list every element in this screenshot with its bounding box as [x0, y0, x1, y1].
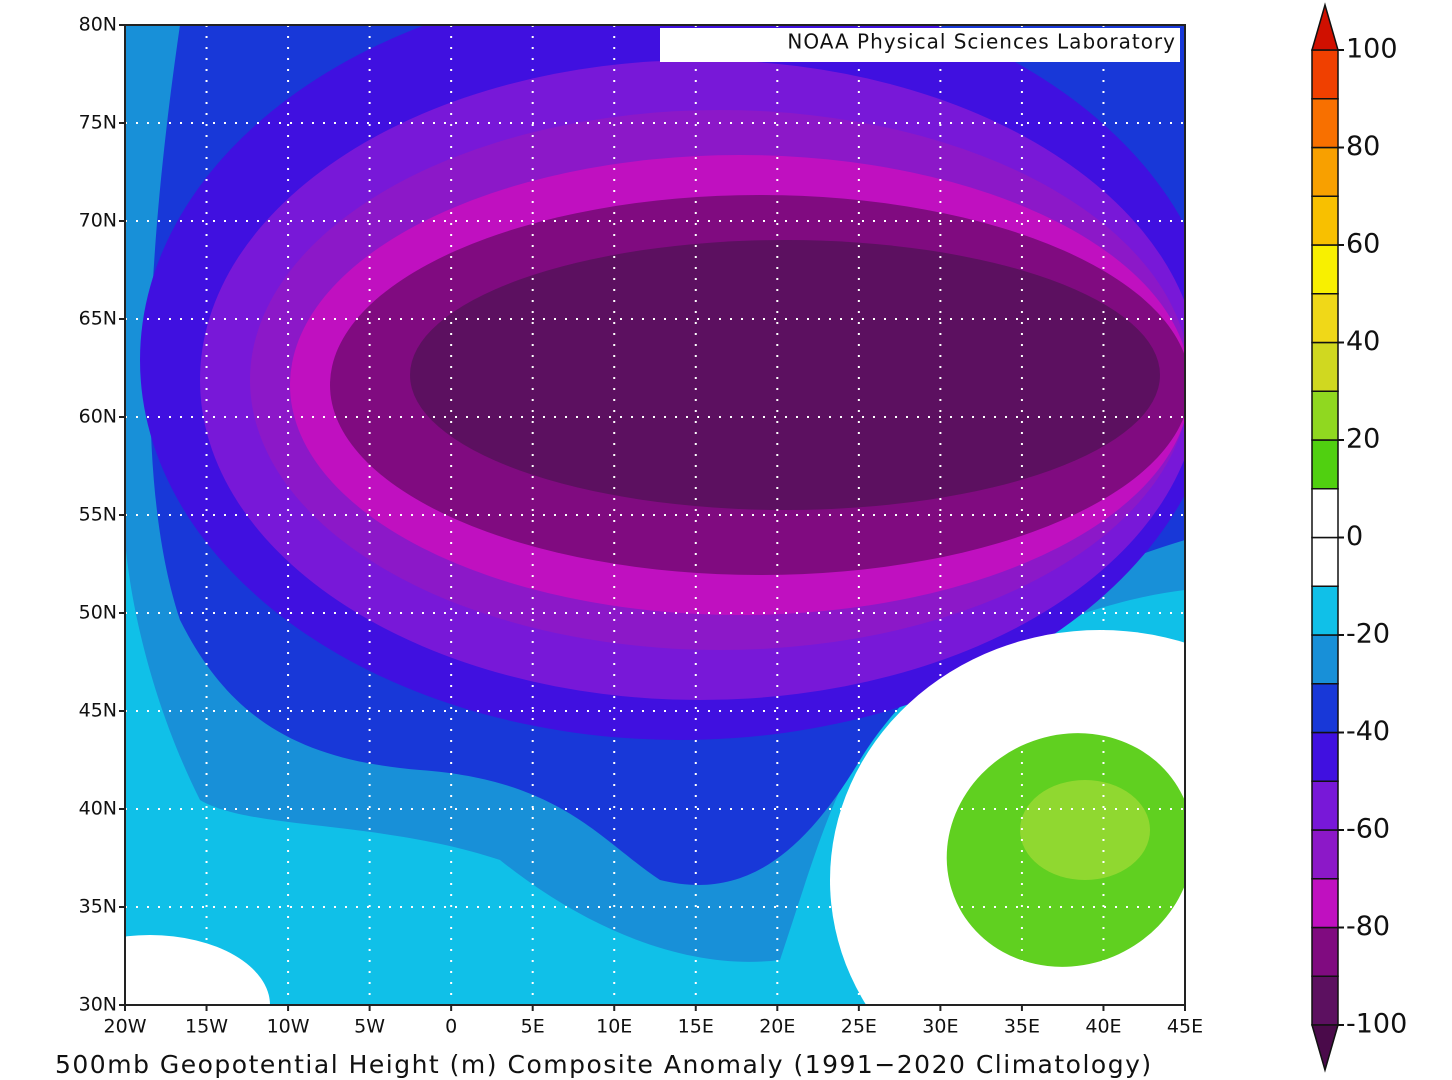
colorbar-band [1311, 244, 1339, 295]
lon-tick-label: 30E [922, 1016, 958, 1038]
lon-tick-label: 15W [185, 1016, 228, 1038]
plot-frame [124, 24, 1186, 1006]
colorbar-band [1311, 683, 1339, 734]
colorbar-band [1311, 536, 1339, 587]
contour-fill [125, 935, 270, 1005]
lat-tick-label: 75N [79, 112, 117, 134]
credit-box [660, 28, 1180, 62]
colorbar-band [1311, 293, 1339, 344]
colorbar-band [1311, 390, 1339, 441]
colorbar-label: -80 [1346, 911, 1390, 942]
colorbar-band [1311, 341, 1339, 392]
colorbar-label: 60 [1346, 229, 1380, 260]
lon-tick-label: 45E [1167, 1016, 1203, 1038]
lat-tick-label: 30N [79, 994, 117, 1016]
colorbar: -100 -80 -60 -40 -20 0 20 40 60 80 100 [1311, 2, 1407, 1073]
lat-tick-label: 50N [79, 602, 117, 624]
colorbar-band [1311, 926, 1339, 977]
colorbar-band [1311, 878, 1339, 929]
credit: NOAA Physical Sciences Laboratory [787, 30, 1176, 54]
colorbar-band [1311, 585, 1339, 636]
colorbar-over [1311, 2, 1339, 51]
colorbar-label: 80 [1346, 131, 1380, 162]
colorbar-band [1311, 439, 1339, 490]
colorbar-band [1311, 731, 1339, 782]
colorbar-band [1311, 829, 1339, 880]
lat-tick-label: 40N [79, 798, 117, 820]
anomaly-field [125, 25, 1185, 1005]
colorbar-label: 40 [1346, 326, 1380, 357]
lon-tick-label: 15E [678, 1016, 714, 1038]
caption: 500mb Geopotential Height (m) Composite … [55, 1050, 1153, 1079]
lat-tick-label: 35N [79, 896, 117, 918]
colorbar-label: -60 [1346, 814, 1390, 845]
colorbar-band [1311, 98, 1339, 149]
colorbar-band [1311, 146, 1339, 197]
lon-tick-label: 5W [354, 1016, 385, 1038]
colorbar-label: 0 [1346, 521, 1363, 552]
lat-tick-label: 60N [79, 406, 117, 428]
lat-tick-label: 80N [79, 14, 117, 36]
lon-tick-label: 20E [759, 1016, 795, 1038]
lon-tick-label: 10W [267, 1016, 310, 1038]
colorbar-label: -40 [1346, 716, 1390, 747]
colorbar-label: 20 [1346, 424, 1380, 455]
colorbar-band [1311, 49, 1339, 100]
lon-tick-label: 10E [596, 1016, 632, 1038]
lon-tick-label: 25E [841, 1016, 877, 1038]
colorbar-band [1311, 195, 1339, 246]
colorbar-band [1311, 780, 1339, 831]
colorbar-label: -20 [1346, 619, 1390, 650]
colorbar-label: -100 [1346, 1009, 1407, 1040]
lon-tick-label: 5E [521, 1016, 545, 1038]
lon-tick-label: 35E [1004, 1016, 1040, 1038]
lon-tick-label: 0 [445, 1016, 457, 1038]
contour-fill [1020, 780, 1150, 880]
contour-fill [410, 240, 1160, 510]
lat-tick-label: 45N [79, 700, 117, 722]
colorbar-band [1311, 975, 1339, 1026]
lat-tick-label: 70N [79, 210, 117, 232]
lon-tick-label: 20W [104, 1016, 147, 1038]
lat-tick-label: 65N [79, 308, 117, 330]
colorbar-band [1311, 634, 1339, 685]
lon-tick-label: 40E [1085, 1016, 1121, 1038]
colorbar-label: 100 [1346, 34, 1398, 65]
graticule [119, 24, 1186, 1011]
lat-tick-label: 55N [79, 504, 117, 526]
colorbar-band [1311, 488, 1339, 539]
colorbar-under [1311, 1024, 1339, 1073]
